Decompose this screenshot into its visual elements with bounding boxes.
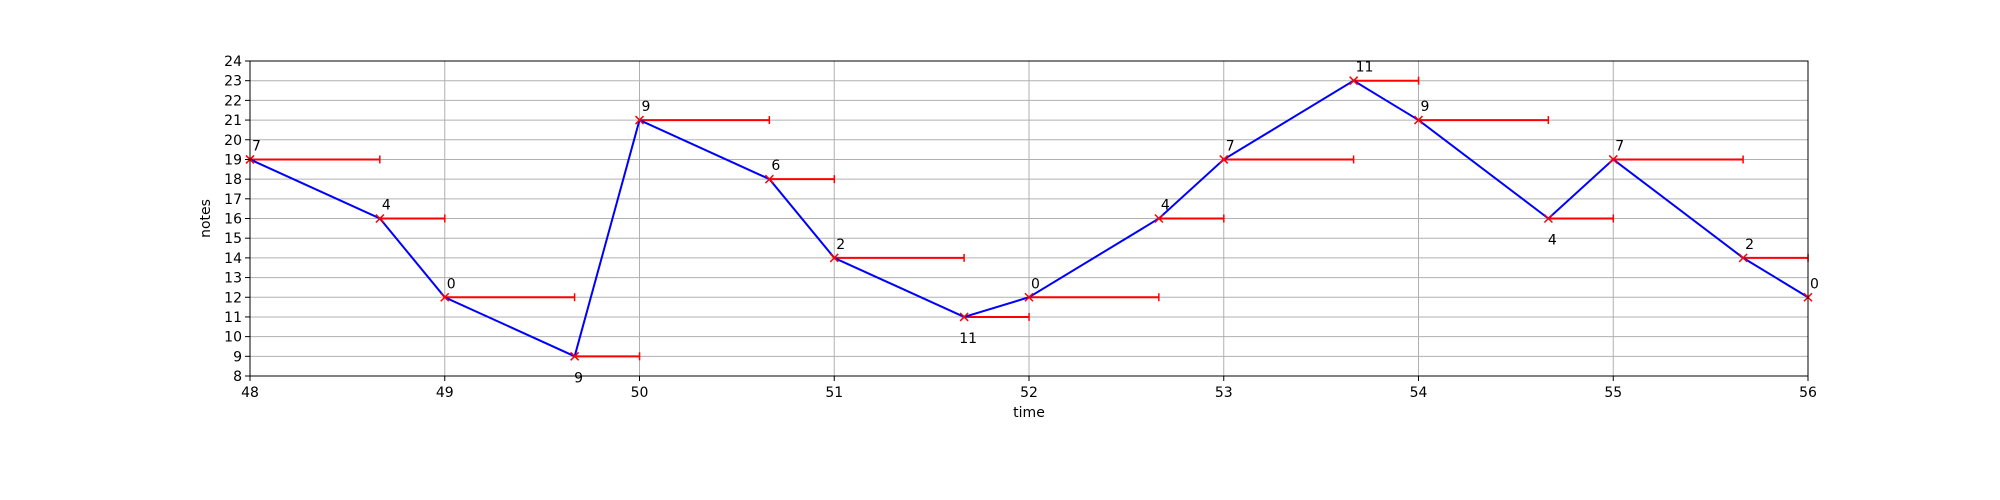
y-tick-label: 18 bbox=[224, 172, 242, 188]
marker-stroke bbox=[1349, 76, 1359, 86]
y-tick-label: 17 bbox=[224, 192, 242, 208]
note-marker bbox=[1738, 253, 1748, 263]
point-label: 4 bbox=[382, 198, 391, 214]
x-axis-title: time bbox=[1013, 405, 1045, 421]
y-tick-label: 20 bbox=[224, 133, 242, 149]
point-labels: 7 4 0 9 9 6 2 11 0 4 7 11 9 4 7 2 0 bbox=[252, 60, 1819, 387]
marker-stroke bbox=[1543, 213, 1553, 224]
x-tick-label: 55 bbox=[1604, 385, 1622, 401]
point-label: 11 bbox=[959, 331, 977, 347]
note-marker bbox=[440, 292, 450, 302]
note-marker bbox=[1543, 213, 1553, 224]
marker-stroke bbox=[375, 213, 385, 224]
y-tick-label: 22 bbox=[224, 93, 242, 109]
x-axis-ticks: 48 49 50 51 52 53 54 55 56 bbox=[241, 376, 1817, 401]
duration-bars bbox=[250, 76, 1809, 361]
y-tick-label: 24 bbox=[224, 54, 242, 70]
point-label: 9 bbox=[1421, 99, 1430, 115]
y-tick-label: 16 bbox=[224, 212, 242, 228]
y-tick-label: 10 bbox=[224, 330, 242, 346]
point-label: 11 bbox=[1356, 60, 1374, 76]
point-label: 4 bbox=[1161, 198, 1170, 214]
marker-stroke bbox=[1154, 213, 1164, 224]
y-tick-label: 21 bbox=[224, 113, 242, 129]
note-marker bbox=[634, 115, 645, 125]
y-tick-label: 23 bbox=[224, 74, 242, 90]
point-label: 9 bbox=[642, 99, 651, 115]
note-marker bbox=[1608, 154, 1618, 164]
marker-stroke bbox=[1608, 154, 1618, 164]
x-tick-label: 54 bbox=[1410, 385, 1428, 401]
y-axis-ticks: 8 9 10 11 12 13 14 15 16 17 18 19 20 21 22 23 24 bbox=[224, 54, 250, 385]
note-markers bbox=[245, 76, 1813, 361]
point-label: 7 bbox=[1226, 138, 1235, 154]
point-label: 7 bbox=[252, 138, 261, 154]
note-marker bbox=[375, 213, 385, 224]
y-tick-label: 8 bbox=[233, 369, 242, 385]
point-label: 2 bbox=[836, 237, 845, 253]
point-label: 0 bbox=[447, 276, 456, 292]
y-tick-label: 12 bbox=[224, 290, 242, 306]
marker-stroke bbox=[570, 351, 580, 361]
marker-stroke bbox=[1024, 292, 1034, 302]
y-axis-title: notes bbox=[198, 199, 214, 238]
marker-stroke bbox=[634, 115, 645, 125]
marker-stroke bbox=[1738, 253, 1748, 263]
x-tick-label: 49 bbox=[436, 385, 454, 401]
note-marker bbox=[1024, 292, 1034, 302]
y-tick-label: 13 bbox=[224, 271, 242, 287]
note-marker bbox=[1219, 154, 1229, 164]
marker-stroke bbox=[764, 174, 774, 184]
marker-stroke bbox=[1413, 115, 1424, 125]
point-label: 6 bbox=[771, 158, 780, 174]
note-marker bbox=[1154, 213, 1164, 224]
marker-stroke bbox=[959, 312, 969, 322]
marker-stroke bbox=[1219, 154, 1229, 164]
x-tick-label: 52 bbox=[1020, 385, 1038, 401]
note-marker bbox=[764, 174, 774, 184]
point-label: 0 bbox=[1810, 276, 1819, 292]
y-tick-label: 9 bbox=[233, 349, 242, 365]
point-label: 7 bbox=[1615, 138, 1624, 154]
x-tick-label: 56 bbox=[1799, 385, 1817, 401]
point-label: 0 bbox=[1031, 276, 1040, 292]
x-tick-label: 50 bbox=[631, 385, 649, 401]
note-marker bbox=[1413, 115, 1424, 125]
note-marker bbox=[829, 253, 839, 263]
y-tick-label: 15 bbox=[224, 231, 242, 247]
point-label: 9 bbox=[574, 370, 583, 386]
marker-stroke bbox=[440, 292, 450, 302]
x-tick-label: 53 bbox=[1215, 385, 1233, 401]
point-label: 2 bbox=[1745, 237, 1754, 253]
y-tick-label: 14 bbox=[224, 251, 242, 267]
y-tick-label: 11 bbox=[224, 310, 242, 326]
marker-stroke bbox=[829, 253, 839, 263]
y-tick-label: 19 bbox=[224, 152, 242, 168]
point-label: 4 bbox=[1548, 233, 1557, 249]
note-marker bbox=[570, 351, 580, 361]
note-marker bbox=[959, 312, 969, 322]
note-marker bbox=[1349, 76, 1359, 86]
x-tick-label: 51 bbox=[825, 385, 843, 401]
x-tick-label: 48 bbox=[241, 385, 259, 401]
